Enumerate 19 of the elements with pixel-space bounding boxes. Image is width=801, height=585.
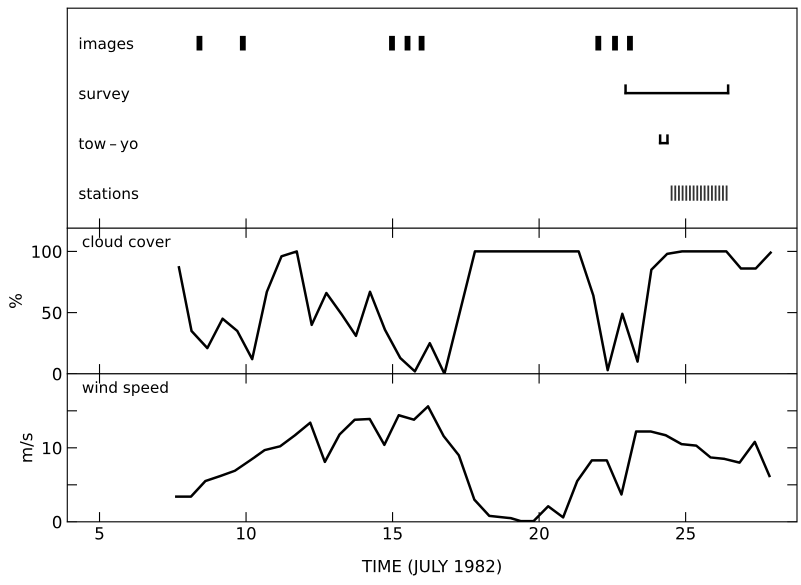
category-label: tow – yo (78, 138, 138, 152)
chart-title: cloud cover (82, 235, 171, 248)
y-tick-label: 100 (32, 245, 62, 258)
category-label: stations (79, 187, 138, 200)
category-label: images (80, 37, 134, 52)
chart-title: wind speed (82, 381, 168, 396)
x-tick-label: 20 (530, 526, 549, 540)
y-tick-label: 10 (43, 442, 62, 454)
x-tick-label: 5 (96, 527, 104, 540)
y-tick-label: 0 (52, 368, 62, 380)
y-axis-title: m/s (20, 433, 34, 462)
x-tick-label: 25 (676, 526, 695, 540)
y-tick-label: 50 (42, 306, 62, 320)
x-axis-title: TIME (JULY 1982) (362, 559, 501, 576)
y-axis-title: % (9, 294, 22, 308)
category-label: survey (79, 90, 130, 102)
x-tick-label: 15 (384, 527, 402, 540)
y-tick-label: 0 (52, 516, 62, 528)
x-tick-label: 10 (237, 526, 256, 540)
